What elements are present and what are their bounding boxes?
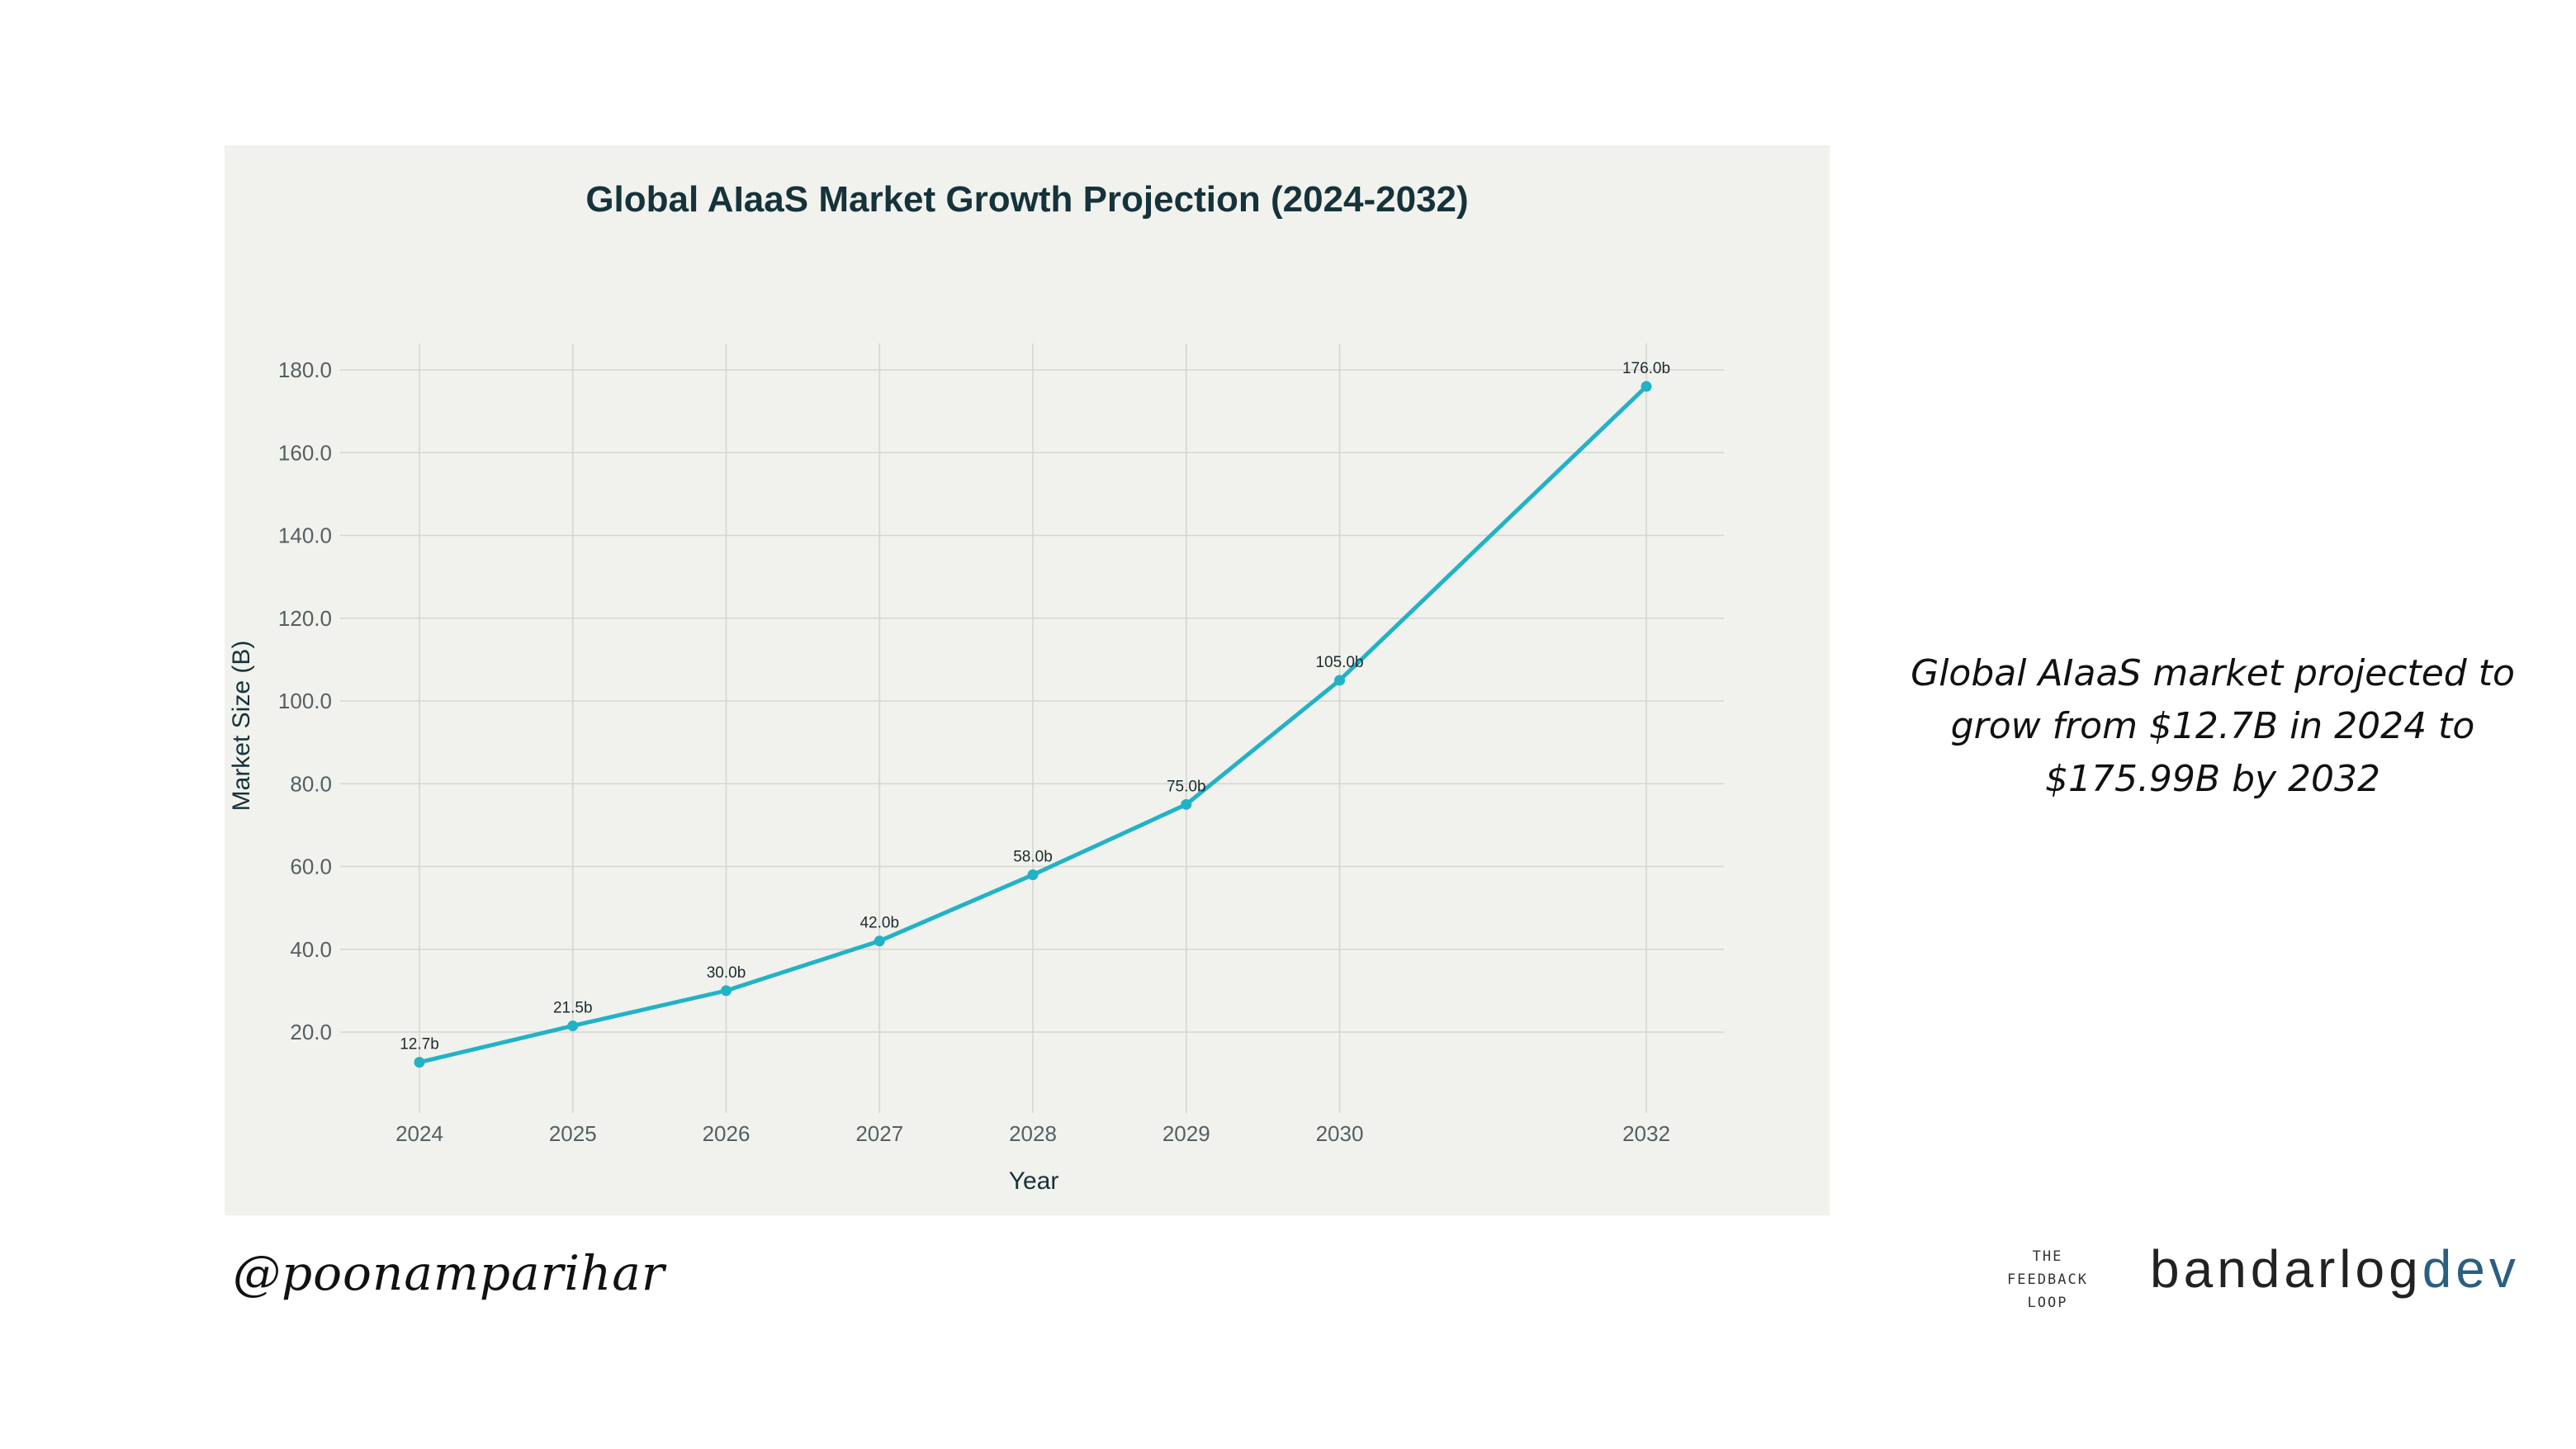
- x-tick-label: 2024: [395, 1121, 443, 1146]
- x-tick-label: 2026: [703, 1121, 751, 1146]
- y-tick-label: 40.0: [290, 937, 332, 962]
- data-label: 58.0b: [1013, 849, 1053, 866]
- data-labels: 12.7b 21.5b 30.0b 42.0b 58.0b 75.0b 105.0b 176.…: [400, 360, 1670, 1054]
- y-tick-label: 60.0: [290, 855, 332, 879]
- y-tick-label: 140.0: [278, 523, 332, 548]
- chart-title: Global AIaaS Market Growth Projection (2…: [585, 179, 1468, 220]
- data-label: 105.0b: [1315, 654, 1363, 671]
- y-tick-label: 180.0: [278, 358, 332, 382]
- data-point: [567, 1020, 579, 1031]
- x-tick-label: 2029: [1163, 1121, 1210, 1146]
- feedback-logo-line: THE: [2032, 1248, 2063, 1265]
- series-market-size: [414, 381, 1652, 1068]
- feedback-logo-line: LOOP: [2027, 1295, 2068, 1311]
- data-point: [414, 1057, 425, 1068]
- data-label: 176.0b: [1622, 360, 1670, 377]
- data-label: 21.5b: [553, 999, 593, 1016]
- data-label: 75.0b: [1167, 778, 1206, 795]
- data-point: [721, 985, 732, 997]
- slide-caption: Global AIaaS market projected to grow fr…: [1911, 652, 2515, 800]
- y-tick-label: 100.0: [278, 689, 332, 713]
- y-tick-label: 20.0: [290, 1020, 332, 1044]
- bandarlog-suffix: dev: [2422, 1239, 2520, 1299]
- y-axis-ticks: 20.0 40.0 60.0 80.0 100.0 120.0 140.0 160.0 180.…: [278, 358, 332, 1044]
- data-label: 30.0b: [707, 964, 746, 982]
- x-axis-ticks: 2024 2025 2026 2027 2028 2029 2030 2032: [395, 1121, 1670, 1146]
- y-tick-label: 160.0: [278, 440, 332, 465]
- author-handle: @poonamparihar: [233, 1245, 665, 1301]
- x-tick-label: 2025: [549, 1121, 597, 1146]
- feedback-logo-line: FEEDBACK: [2007, 1271, 2088, 1288]
- grid-lines: [340, 343, 1724, 1113]
- y-tick-label: 120.0: [278, 606, 332, 631]
- x-tick-label: 2028: [1009, 1121, 1057, 1146]
- data-point: [1027, 869, 1039, 881]
- bandarlog-logo: bandarlogdev: [2150, 1238, 2520, 1300]
- data-point: [1181, 798, 1192, 810]
- data-label: 42.0b: [859, 915, 899, 932]
- x-tick-label: 2030: [1316, 1121, 1364, 1146]
- chart-panel: Global AIaaS Market Growth Projection (2…: [225, 145, 1830, 1215]
- x-axis-title: Year: [1009, 1167, 1059, 1195]
- x-tick-label: 2027: [855, 1121, 903, 1146]
- data-point: [1641, 381, 1652, 392]
- data-point: [1334, 675, 1345, 686]
- feedback-loop-logo: THE FEEDBACK LOOP: [1998, 1245, 2097, 1314]
- data-point: [874, 935, 885, 947]
- y-axis-title: Market Size (B): [228, 641, 255, 812]
- series-line: [417, 384, 1649, 1065]
- x-tick-label: 2032: [1622, 1121, 1670, 1146]
- bandarlog-name: bandarlog: [2150, 1239, 2422, 1299]
- data-label: 12.7b: [400, 1036, 439, 1054]
- y-tick-label: 80.0: [290, 771, 332, 796]
- line-chart: Global AIaaS Market Growth Projection (2…: [228, 179, 1724, 1195]
